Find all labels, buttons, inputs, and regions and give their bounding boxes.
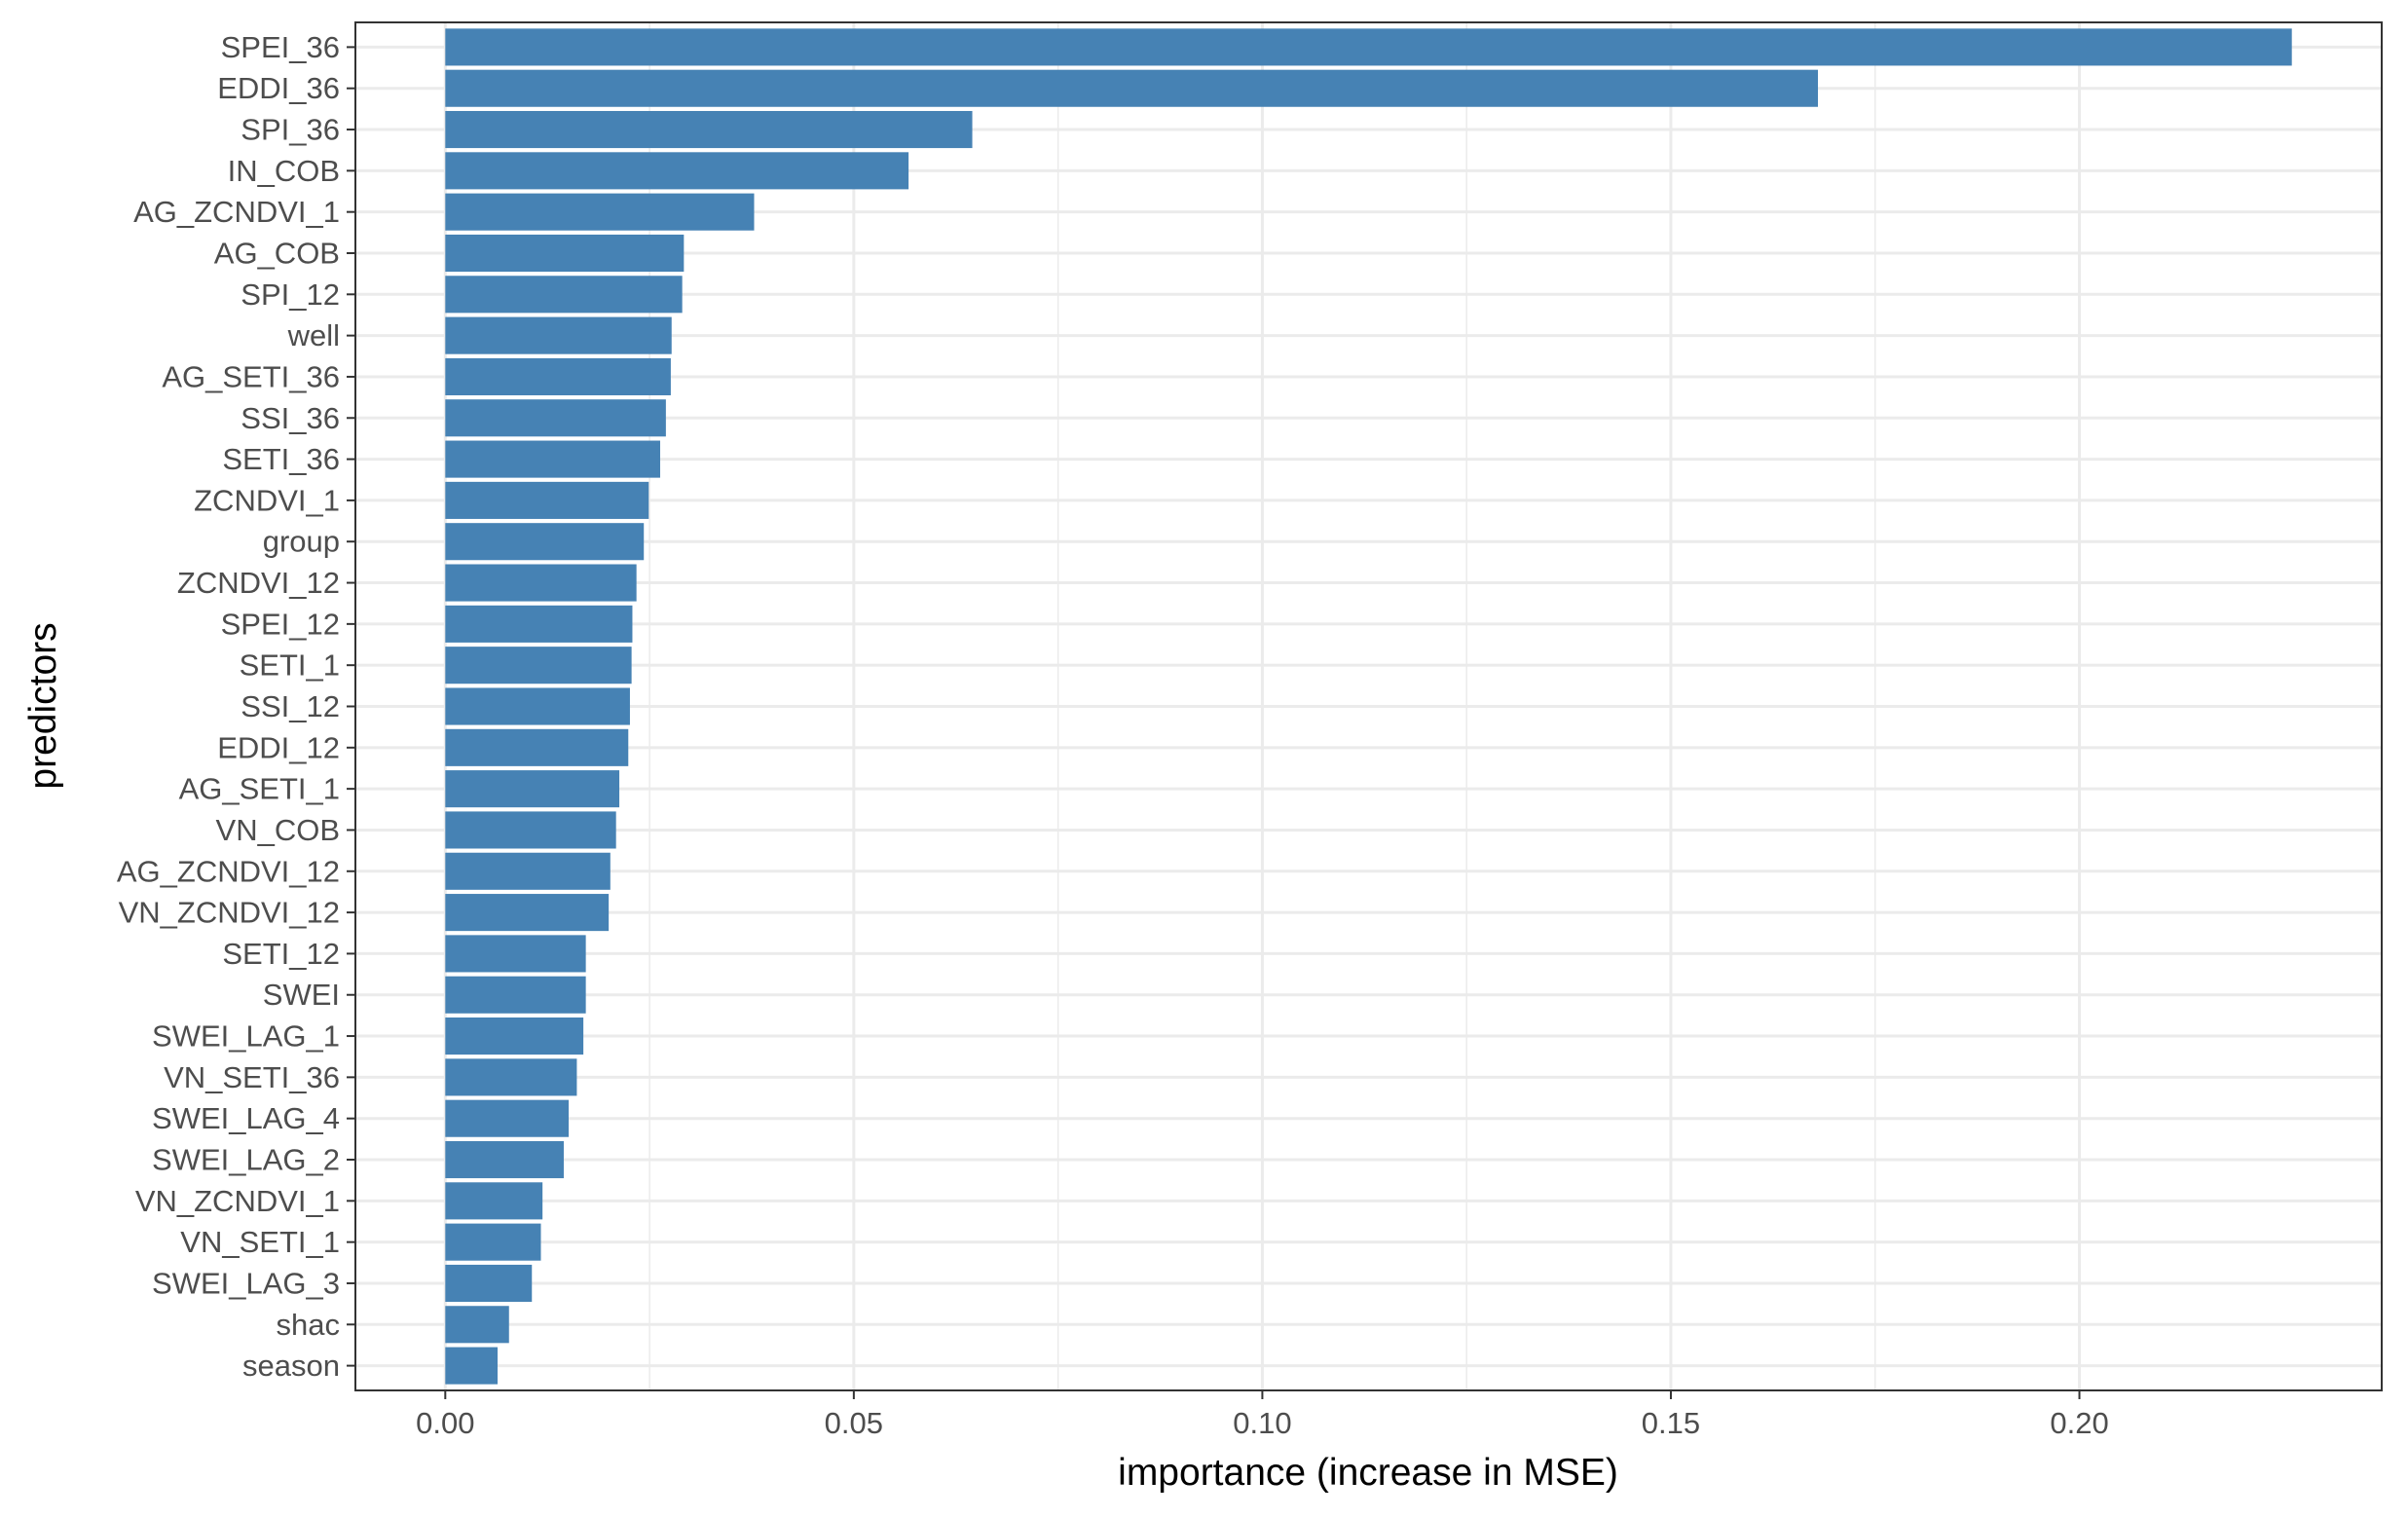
y-tick-label: AG_ZCNDVI_12 (117, 854, 340, 888)
y-tick-label: SPI_12 (241, 278, 340, 312)
y-tick-label: VN_ZCNDVI_12 (119, 896, 340, 930)
y-tick-label: IN_COB (228, 154, 340, 188)
y-tick-label: VN_ZCNDVI_1 (135, 1184, 340, 1218)
y-tick-label: VN_COB (216, 813, 340, 847)
bar-well (445, 316, 672, 354)
y-tick-label: ZCNDVI_12 (177, 566, 340, 600)
bar-spi-36 (445, 110, 973, 149)
y-tick-label: SETI_1 (240, 648, 340, 683)
bar-zcndvi-12 (445, 564, 637, 602)
y-tick-label: EDDI_12 (217, 730, 340, 764)
y-tick-label: group (263, 525, 340, 559)
bar-ssi-36 (445, 399, 666, 437)
x-tick-label: 0.10 (1233, 1406, 1291, 1440)
bar-seti-12 (445, 935, 586, 973)
y-tick-label: SWEI (263, 978, 340, 1012)
bar-swei-lag-2 (445, 1140, 564, 1179)
bar-swei-lag-3 (445, 1264, 533, 1303)
bar-spi-12 (445, 276, 683, 314)
bar-vn-cob (445, 811, 616, 849)
y-tick-label: SETI_12 (222, 937, 340, 971)
y-tick-label: well (287, 318, 340, 352)
bar-seti-1 (445, 647, 632, 684)
x-axis: 0.00 0.05 0.10 0.15 0.20 (416, 1390, 2109, 1440)
y-tick-label: SPI_36 (241, 113, 340, 147)
x-axis-title: importance (increase in MSE) (1118, 1452, 1618, 1494)
y-tick-label: EDDI_36 (217, 71, 340, 105)
bar-vn-zcndvi-12 (445, 894, 610, 932)
bar-ag-seti-1 (445, 770, 620, 808)
y-tick-label: SWEI_LAG_4 (152, 1101, 340, 1135)
y-tick-label: VN_SETI_1 (180, 1225, 340, 1259)
bar-ag-seti-36 (445, 357, 671, 395)
y-tick-label: SSI_12 (241, 689, 340, 723)
bar-eddi-36 (445, 69, 1819, 107)
bar-ag-cob (445, 234, 685, 273)
x-tick-label: 0.20 (2050, 1406, 2108, 1440)
y-tick-label: AG_SETI_36 (162, 359, 340, 393)
y-tick-label: SPEI_12 (221, 607, 340, 641)
y-axis-title: predictors (22, 622, 64, 789)
x-tick-label: 0.15 (1642, 1406, 1700, 1440)
y-tick-label: SWEI_LAG_2 (152, 1143, 340, 1177)
y-tick-label: VN_SETI_36 (164, 1060, 340, 1094)
bar-vn-seti-36 (445, 1058, 577, 1096)
y-tick-label: season (242, 1349, 340, 1383)
bar-in-cob (445, 152, 909, 190)
bar-shac (445, 1306, 509, 1344)
bar-swei-lag-1 (445, 1018, 584, 1055)
x-tick-label: 0.00 (416, 1406, 474, 1440)
bar-swei-lag-4 (445, 1099, 570, 1137)
y-tick-label: SWEI_LAG_1 (152, 1019, 340, 1054)
y-tick-label: shac (277, 1308, 340, 1342)
bar-group (445, 523, 645, 561)
bar-eddi-12 (445, 728, 629, 766)
bar-vn-seti-1 (445, 1223, 541, 1261)
bar-ag-zcndvi-12 (445, 852, 611, 890)
y-tick-label: AG_ZCNDVI_1 (133, 195, 340, 229)
bar-spei-36 (445, 28, 2292, 66)
bar-swei (445, 976, 586, 1014)
y-tick-label: SPEI_36 (221, 30, 340, 64)
y-tick-label: SETI_36 (222, 442, 340, 476)
bar-season (445, 1347, 499, 1385)
bars (445, 28, 2292, 1385)
bar-spei-12 (445, 605, 633, 643)
y-tick-label: AG_SETI_1 (179, 772, 340, 806)
y-tick-label: SWEI_LAG_3 (152, 1266, 340, 1300)
y-axis: SPEI_36 EDDI_36 SPI_36 IN_COB AG_ZCNDVI_1 AG_… (117, 30, 355, 1383)
y-tick-label: ZCNDVI_1 (194, 483, 340, 517)
y-tick-label: AG_COB (214, 236, 340, 270)
bar-seti-36 (445, 440, 660, 478)
bar-zcndvi-1 (445, 481, 649, 519)
x-tick-label: 0.05 (825, 1406, 883, 1440)
bar-vn-zcndvi-1 (445, 1182, 543, 1220)
bar-ssi-12 (445, 687, 630, 725)
bar-ag-zcndvi-1 (445, 193, 755, 231)
y-tick-label: SSI_36 (241, 401, 340, 435)
